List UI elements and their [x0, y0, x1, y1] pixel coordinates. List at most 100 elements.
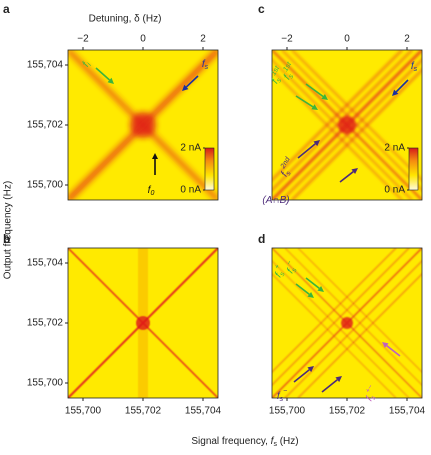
x-label-part: s — [273, 441, 277, 448]
x-label-part: Signal frequency, — [191, 436, 270, 447]
x-tick-label: 155,700 — [65, 406, 102, 417]
annotation-sub: s — [370, 394, 378, 401]
antidiagonal-trace — [272, 68, 403, 200]
annotation: fs− — [277, 388, 287, 403]
heatmap-features — [272, 50, 422, 200]
x-tick-label: 155,704 — [185, 406, 222, 417]
annotation-text: f — [273, 270, 285, 279]
annotation-text: f — [411, 61, 415, 72]
antidiagonal-trace — [281, 50, 422, 192]
heatmap — [272, 50, 422, 200]
arrow-head — [107, 77, 114, 84]
annotation-text: (A∩B) — [262, 195, 289, 206]
colorbar-label: 2 nA — [180, 143, 201, 154]
colorbar — [408, 147, 419, 191]
center-blob — [341, 317, 353, 329]
annotation-text: f — [277, 391, 281, 402]
annotation-sup: +− — [364, 384, 374, 395]
arrow-shaft — [395, 79, 409, 93]
annotation-sub: s — [280, 396, 284, 403]
annotation: fi — [80, 59, 93, 69]
annotation: f0 — [148, 185, 155, 197]
arrow-shaft — [295, 95, 314, 108]
panel-label: c — [258, 2, 265, 16]
colorbar — [204, 147, 215, 191]
arrow-shaft — [95, 67, 111, 81]
top-tick-label: 0 — [344, 34, 350, 45]
annotation: fs− — [282, 259, 300, 275]
arrow-head — [335, 376, 342, 383]
annotation-text: f — [80, 60, 92, 69]
annotation-text: f — [281, 73, 293, 82]
annotation-sub: i — [86, 62, 93, 67]
arrow-head — [321, 94, 328, 100]
top-tick-label: 2 — [200, 34, 206, 45]
x-label-part: (Hz) — [277, 436, 299, 447]
heatmap-features — [68, 50, 218, 200]
heatmap-features — [68, 248, 218, 398]
annotation: fs1st — [279, 60, 300, 82]
y-tick-label: 155,700 — [27, 180, 64, 191]
arrow-shaft — [305, 83, 324, 98]
heatmap — [68, 50, 218, 200]
annotation-sub: s — [275, 77, 283, 84]
annotation-sup: − — [285, 259, 293, 266]
heatmap-features — [272, 248, 422, 398]
arrow-head — [311, 104, 318, 110]
center-blob — [338, 116, 356, 134]
colorbar-label: 2 nA — [384, 143, 405, 154]
arrow-head — [182, 84, 189, 91]
arrow-shaft — [293, 369, 310, 383]
y-tick-label: 155,700 — [27, 378, 64, 389]
top-axis-label: Detuning, δ (Hz) — [89, 14, 162, 25]
antidiagonal-trace — [297, 248, 422, 373]
arrow-shaft — [321, 379, 338, 393]
colorbar-label: 0 nA — [180, 185, 201, 196]
annotation: fs1st — [267, 64, 288, 86]
annotation: fs+− — [361, 384, 381, 404]
panel-label: d — [258, 232, 265, 246]
annotation-sup: 1st — [282, 60, 293, 73]
arrow-shaft — [305, 277, 320, 289]
top-tick-label: 2 — [404, 34, 410, 45]
x-label-part: f — [271, 436, 275, 447]
annotation: fs+ — [270, 263, 288, 279]
annotation-sub: s — [205, 64, 209, 71]
arrow-head — [307, 366, 314, 373]
annotation-sub: s — [285, 170, 293, 177]
panel-label: a — [3, 2, 10, 16]
annotation-sup: 1st — [270, 64, 281, 77]
arrow-shaft — [295, 283, 310, 295]
heatmap — [68, 248, 218, 398]
y-axis-label: Output frequency (Hz) — [3, 181, 14, 279]
arrow-head — [152, 153, 158, 159]
arrow-head — [313, 140, 320, 147]
annotation-sup: + — [273, 263, 281, 270]
x-tick-label: 155,700 — [269, 406, 306, 417]
arrow-shaft — [386, 345, 401, 357]
annotation-text: f — [364, 394, 376, 403]
antidiagonal-trace — [272, 273, 397, 398]
top-tick-label: −2 — [281, 34, 293, 45]
arrow-head — [392, 89, 399, 96]
antidiagonal-trace — [272, 58, 413, 200]
annotation: (A∩B) — [262, 195, 289, 206]
center-blob — [130, 112, 156, 138]
arrow-head — [351, 168, 358, 175]
annotation-text: f — [285, 266, 297, 275]
arrow-head — [307, 291, 314, 298]
arrow-head — [382, 342, 389, 349]
annotation-sub: s — [291, 267, 299, 274]
annotation: fs — [202, 59, 209, 71]
colorbar-label: 0 nA — [384, 185, 405, 196]
annotation-text: f — [148, 185, 152, 196]
arrow-shaft — [297, 143, 316, 159]
top-tick-label: −2 — [77, 34, 89, 45]
x-tick-label: 155,704 — [389, 406, 426, 417]
y-tick-label: 155,702 — [27, 318, 64, 329]
annotation-sub: s — [414, 66, 418, 73]
antidiagonal-trace — [272, 260, 410, 398]
arrow-shaft — [185, 75, 199, 88]
y-tick-label: 155,702 — [27, 120, 64, 131]
